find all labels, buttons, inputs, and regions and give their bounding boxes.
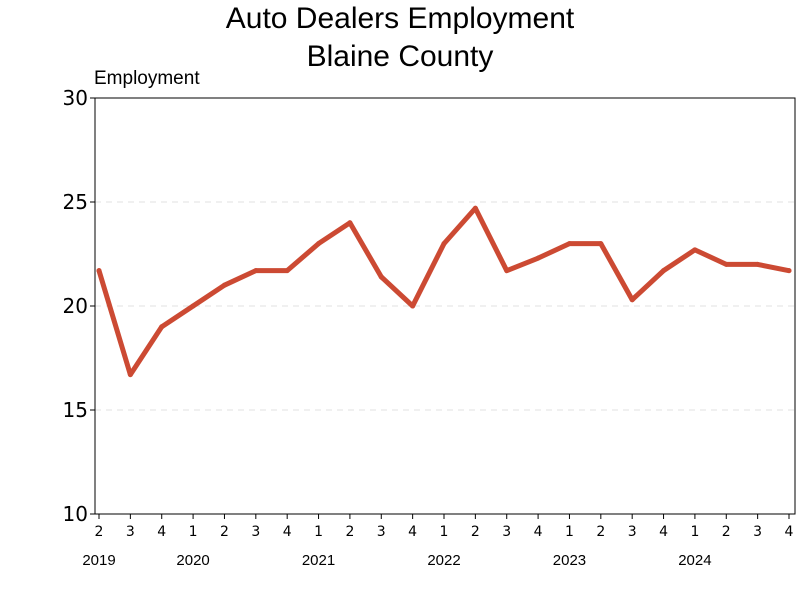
data-point [786, 268, 792, 274]
x-tick-label: 1 [565, 524, 574, 540]
data-point [629, 297, 635, 303]
x-tick-label: 3 [502, 524, 511, 540]
data-point [96, 268, 102, 274]
x-tick-label: 2 [722, 524, 731, 540]
x-tick-label: 3 [753, 524, 762, 540]
series-line [96, 205, 792, 378]
data-point [472, 205, 478, 211]
x-tick-label: 4 [534, 524, 543, 540]
data-point [566, 241, 572, 247]
data-point [284, 268, 290, 274]
y-tick-label: 15 [63, 398, 88, 422]
data-point [127, 372, 133, 378]
x-tick-label: 3 [377, 524, 386, 540]
data-point [535, 255, 541, 261]
y-tick-label: 10 [63, 502, 88, 526]
x-tick-label: 2 [471, 524, 480, 540]
data-point [253, 268, 259, 274]
chart-subtitle: Blaine County [306, 40, 494, 73]
data-point [159, 324, 165, 330]
x-tick-label: 3 [126, 524, 135, 540]
x-tick-label: 1 [189, 524, 198, 540]
data-point [316, 241, 322, 247]
x-tick-label: 3 [251, 524, 260, 540]
year-label: 2022 [427, 552, 460, 569]
data-point [410, 303, 416, 309]
year-label: 2020 [176, 552, 209, 569]
data-point [347, 220, 353, 226]
year-label: 2024 [678, 552, 711, 569]
x-tick-label: 2 [596, 524, 605, 540]
y-tick-label: 30 [63, 86, 88, 110]
data-point [504, 268, 510, 274]
x-tick-label: 4 [408, 524, 417, 540]
data-point [441, 241, 447, 247]
year-label: 2023 [553, 552, 586, 569]
data-point [723, 261, 729, 267]
data-point [755, 261, 761, 267]
x-tick-label: 1 [440, 524, 449, 540]
x-tick-label: 4 [785, 524, 794, 540]
data-point [661, 268, 667, 274]
y-tick-label: 20 [63, 294, 88, 318]
data-point [378, 274, 384, 280]
x-tick-label: 2 [95, 524, 104, 540]
year-label: 2019 [82, 552, 115, 569]
x-tick-label: 4 [283, 524, 292, 540]
x-tick-label: 2 [220, 524, 229, 540]
y-axis-label: Employment [94, 68, 200, 89]
x-tick-label: 1 [690, 524, 699, 540]
x-tick-label: 4 [659, 524, 668, 540]
y-tick-label: 25 [63, 190, 88, 214]
x-tick-label: 3 [628, 524, 637, 540]
data-point [221, 282, 227, 288]
data-point [190, 303, 196, 309]
data-point [598, 241, 604, 247]
chart-title: Auto Dealers Employment [225, 2, 575, 35]
x-tick-label: 4 [157, 524, 166, 540]
year-label: 2021 [302, 552, 335, 569]
x-tick-label: 1 [314, 524, 323, 540]
data-point [692, 247, 698, 253]
x-tick-label: 2 [345, 524, 354, 540]
